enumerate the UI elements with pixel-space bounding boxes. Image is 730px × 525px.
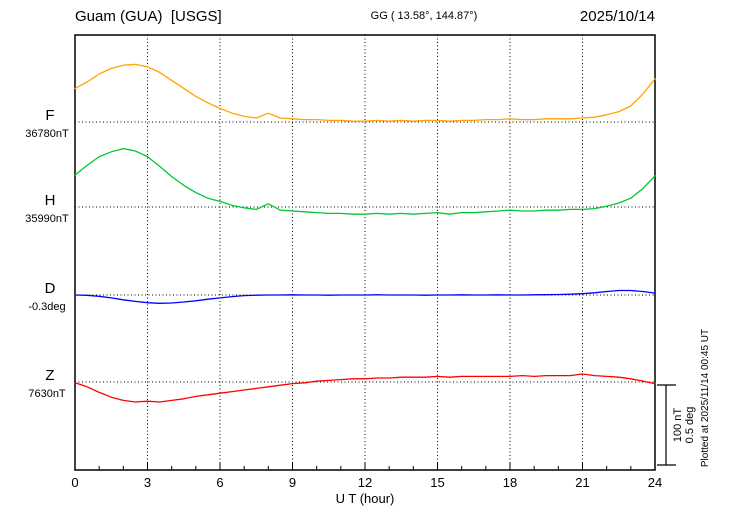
x-tick-label-24: 24 (648, 475, 662, 490)
trace-layer (74, 63, 656, 403)
x-tick-label-15: 15 (430, 475, 444, 490)
trace-f (74, 63, 656, 122)
series-label-f: F (45, 107, 54, 124)
plotted-at-note: Plotted at 2025/11/14 00:45 UT (700, 329, 711, 467)
x-tick-label-12: 12 (358, 475, 372, 490)
x-tick-label-21: 21 (575, 475, 589, 490)
scale-bar-label-nt: 100 nT (672, 408, 684, 443)
series-baseline-value-d: -0.3deg (28, 301, 65, 313)
trace-z (74, 373, 656, 403)
station-title: Guam (GUA) [USGS] (75, 8, 222, 25)
plot-date: 2025/10/14 (580, 8, 655, 25)
series-label-h: H (45, 192, 56, 209)
x-tick-label-6: 6 (216, 475, 223, 490)
trace-h (74, 147, 656, 215)
series-label-z: Z (45, 367, 54, 384)
scale-bar-label-deg: 0.5 deg (684, 407, 696, 444)
trace-d (74, 289, 656, 304)
x-tick-label-9: 9 (289, 475, 296, 490)
series-baseline-value-f: 36780nT (25, 128, 69, 140)
series-label-d: D (45, 280, 56, 297)
grid-layer (74, 35, 656, 470)
x-tick-label-18: 18 (503, 475, 517, 490)
series-baseline-value-h: 35990nT (25, 213, 69, 225)
x-axis-title: U T (hour) (336, 491, 395, 506)
scale-bar: 100 nT 0.5 deg (657, 384, 696, 466)
x-tick-label-0: 0 (71, 475, 78, 490)
x-tick-label-layer: 0 3 6 9 12 15 18 21 24 (71, 475, 662, 490)
series-baseline-value-z: 7630nT (28, 388, 66, 400)
station-coordinates: GG ( 13.58°, 144.87°) (371, 10, 478, 22)
x-tick-label-3: 3 (144, 475, 151, 490)
